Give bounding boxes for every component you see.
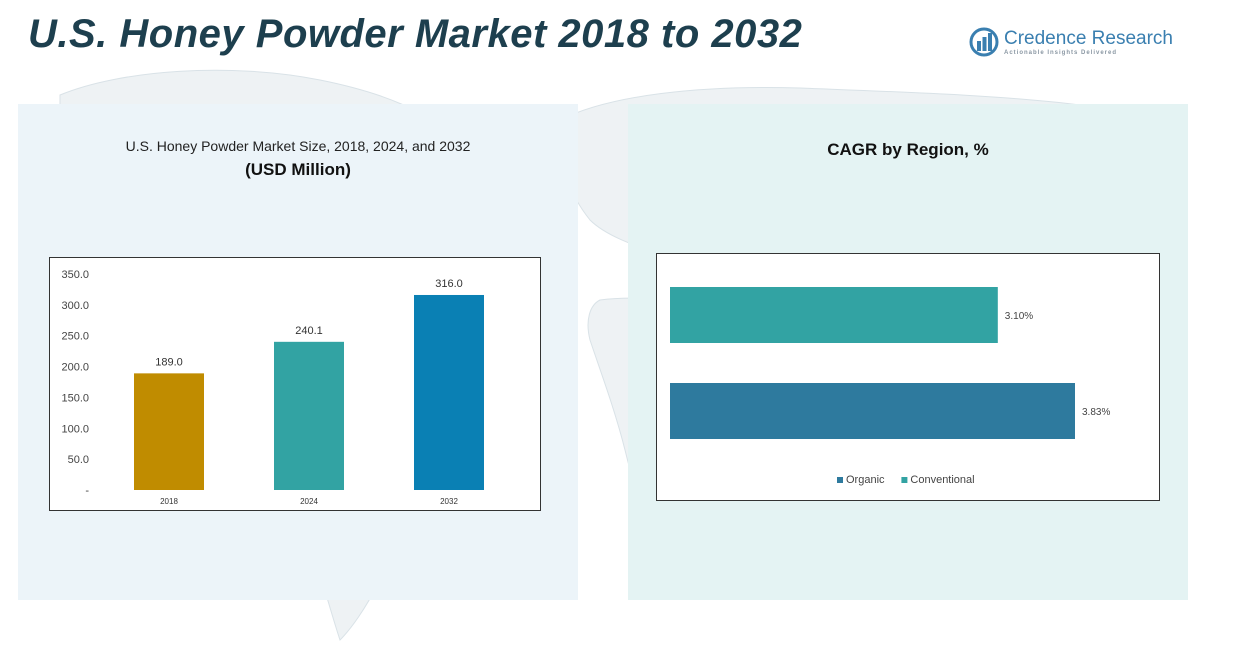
bar: [670, 383, 1075, 439]
legend-label: Organic: [846, 474, 885, 486]
data-label: 3.83%: [1082, 407, 1110, 418]
cagr-horizontal-bar-chart: 3.10% 3.83% Organic Conventional: [656, 253, 1160, 501]
y-tick-label: -: [85, 485, 89, 497]
data-label: 3.10%: [1005, 311, 1033, 322]
x-tick-label: 2032: [440, 497, 458, 506]
market-size-chart-unit: (USD Million): [245, 160, 351, 179]
data-label: 189.0: [155, 356, 183, 368]
y-tick-label: 300.0: [61, 300, 89, 312]
y-tick-label: 50.0: [68, 454, 89, 466]
bar: [414, 294, 484, 490]
bar: [134, 373, 204, 490]
brand-tagline: Actionable Insights Delivered: [1004, 50, 1118, 56]
data-label: 316.0: [435, 278, 463, 290]
market-size-chart-title: U.S. Honey Powder Market Size, 2018, 202…: [125, 138, 471, 154]
brand-logo-icon: [969, 27, 999, 57]
legend-swatch: [901, 477, 908, 483]
x-tick-label: 2024: [300, 497, 318, 506]
bar: [274, 341, 344, 490]
data-label: 240.1: [295, 325, 323, 337]
brand-name: Credence Research: [1004, 28, 1173, 49]
y-tick-label: 250.0: [61, 331, 89, 343]
y-tick-label: 350.0: [61, 269, 89, 281]
legend-swatch: [837, 477, 843, 483]
bar: [670, 287, 998, 343]
y-tick-label: 100.0: [61, 423, 89, 435]
y-tick-label: 150.0: [61, 392, 89, 404]
cagr-panel: CAGR by Region, % 3.10% 3.83% Organic Conve…: [628, 104, 1188, 600]
market-size-bar-chart: - 50.0 100.0 150.0 200.0 250.0 300.0 350.0 189.0…: [49, 257, 541, 511]
page-title: U.S. Honey Powder Market 2018 to 2032: [28, 12, 803, 56]
legend-label: Conventional: [910, 474, 974, 486]
cagr-chart-title: CAGR by Region, %: [827, 140, 989, 159]
market-size-panel: U.S. Honey Powder Market Size, 2018, 202…: [18, 104, 578, 600]
y-tick-label: 200.0: [61, 362, 89, 374]
x-tick-label: 2018: [160, 497, 178, 506]
brand-logo: Credence Research Actionable Insights De…: [968, 26, 1173, 62]
